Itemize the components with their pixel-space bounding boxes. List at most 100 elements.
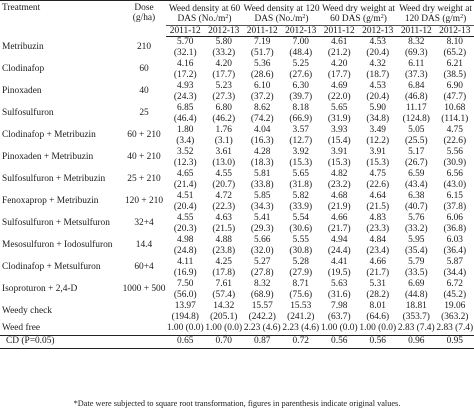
transformed-value-cell: 19.06 bbox=[444, 301, 466, 312]
cd-value-cell: 0.65 bbox=[166, 334, 205, 349]
treatment-cell: Isoproturon + 2,4-D bbox=[2, 284, 78, 295]
treatment-cell: Weedy check bbox=[2, 306, 52, 317]
transformed-value-cell: 4.94 bbox=[331, 235, 348, 246]
header-group-dryweight-120: Weed dry weight at 120 DAS (g/m2) bbox=[397, 0, 474, 26]
original-value-cell: (17.7) bbox=[327, 70, 351, 81]
cd-value-cell: 0.56 bbox=[320, 334, 359, 349]
transformed-value-cell: 8.10 bbox=[446, 37, 463, 48]
original-value-cell: (75.6) bbox=[289, 290, 313, 301]
table-row-original-values: (32.1) (33.2) (51.7) (48.4) (21.2) (20.4) (69.… bbox=[0, 49, 474, 60]
original-value-cell: (16.3) bbox=[250, 136, 274, 147]
transformed-value-cell: 7.50 bbox=[177, 279, 194, 290]
transformed-value-cell: 11.17 bbox=[405, 103, 427, 114]
original-value-cell: (21.5) bbox=[366, 202, 390, 213]
transformed-value-cell: 18.81 bbox=[405, 301, 427, 312]
original-value-cell: (32.0) bbox=[250, 246, 274, 257]
original-value-cell: (31.6) bbox=[327, 290, 351, 301]
original-value-cell: (65.2) bbox=[443, 48, 467, 59]
transformed-value-cell: 5.27 bbox=[254, 257, 271, 268]
transformed-value-cell: 4.28 bbox=[254, 147, 271, 158]
transformed-value-cell: 15.53 bbox=[290, 301, 312, 312]
dose-cell: 120 + 210 bbox=[124, 196, 164, 207]
original-value-cell: (17.2) bbox=[173, 70, 197, 81]
cd-value-cell: 0.95 bbox=[435, 334, 474, 349]
original-value-cell: (69.3) bbox=[404, 48, 428, 59]
original-value-cell: (18.3) bbox=[250, 158, 274, 169]
original-value-cell: (17.7) bbox=[212, 70, 236, 81]
original-value-cell: (20.3) bbox=[173, 224, 197, 235]
transformed-value-cell: 4.11 bbox=[177, 257, 194, 268]
original-value-cell: (46.4) bbox=[173, 114, 197, 125]
transformed-value-cell: 5.87 bbox=[446, 257, 463, 268]
cd-value-cell: 0.70 bbox=[204, 334, 243, 349]
original-value-cell: (34.8) bbox=[366, 114, 390, 125]
original-value-cell: (30.9) bbox=[443, 158, 467, 169]
transformed-value-cell: 4.69 bbox=[331, 81, 348, 92]
transformed-value-cell: 1.00 (0.0) bbox=[205, 323, 243, 334]
original-value-cell: (241.2) bbox=[287, 312, 315, 323]
transformed-value-cell: 15.57 bbox=[251, 301, 273, 312]
transformed-value-cell: 1.80 bbox=[177, 125, 194, 136]
treatment-cell: Pinoxaden bbox=[2, 86, 42, 97]
transformed-value-cell: 4.66 bbox=[331, 213, 348, 224]
transformed-value-cell: 5.54 bbox=[292, 213, 309, 224]
table-row: Sulfosulfuron + Metribuzin 25 + 210 4.65 4.… bbox=[0, 169, 474, 184]
transformed-value-cell: 4.65 bbox=[177, 169, 194, 180]
transformed-value-cell: 2.23 (4.6) bbox=[282, 323, 320, 334]
treatment-cell: Mesosulfuron + Iodosulfuron bbox=[2, 240, 113, 251]
transformed-value-cell: 8.32 bbox=[408, 37, 425, 48]
transformed-value-cell: 8.62 bbox=[254, 103, 271, 114]
table-row: Clodinafop + Metribuzin 60 + 210 1.80 1.76 4… bbox=[0, 125, 474, 140]
cd-value-cell: 0.87 bbox=[243, 334, 282, 349]
transformed-value-cell: 3.91 bbox=[369, 147, 386, 158]
header-year: 2011-12 bbox=[320, 25, 359, 37]
table-row: Isoproturon + 2,4-D 1000 + 500 7.50 7.61 8.3… bbox=[0, 279, 474, 294]
header-year: 2012-13 bbox=[435, 25, 474, 37]
cd-value-cell: 0.96 bbox=[397, 334, 436, 349]
table-row: Sulfosulfuron + Metsulfuron 32+4 4.55 4.63 5… bbox=[0, 213, 474, 228]
transformed-value-cell: 4.66 bbox=[369, 257, 386, 268]
transformed-value-cell: 6.85 bbox=[177, 103, 194, 114]
header-year: 2011-12 bbox=[397, 25, 436, 37]
table-row: Fenoxaprop + Metribuzin 120 + 210 4.51 4.72… bbox=[0, 191, 474, 206]
table-row: Weed free 1.00 (0.0) 1.00 (0.0) 2.23 (4.6) 2… bbox=[0, 323, 474, 335]
dose-cell: 40 bbox=[139, 86, 149, 97]
original-value-cell: (3.1) bbox=[214, 136, 233, 147]
original-value-cell: (66.9) bbox=[289, 114, 313, 125]
original-value-cell: (74.2) bbox=[250, 114, 274, 125]
original-value-cell: (44.8) bbox=[404, 290, 428, 301]
original-value-cell: (22.3) bbox=[212, 202, 236, 213]
original-value-cell: (21.5) bbox=[212, 224, 236, 235]
transformed-value-cell: 7.98 bbox=[331, 301, 348, 312]
original-value-cell: (19.5) bbox=[327, 268, 351, 279]
transformed-value-cell: 4.88 bbox=[215, 235, 232, 246]
table-row: Metribuzin 210 5.70 5.80 7.19 7.00 4.61 4.53 8.3… bbox=[0, 37, 474, 51]
table-row-original-values: (20.4) (22.3) (34.3) (33.9) (21.9) (21.5) (40.… bbox=[0, 203, 474, 214]
transformed-value-cell: 5.90 bbox=[369, 103, 386, 114]
table-footnote: *Date were subjected to square root tran… bbox=[73, 399, 401, 408]
original-value-cell: (27.6) bbox=[289, 70, 313, 81]
transformed-value-cell: 6.21 bbox=[446, 59, 463, 70]
header-year: 2012-13 bbox=[281, 25, 320, 37]
original-value-cell: (21.2) bbox=[327, 48, 351, 59]
original-value-cell: (27.3) bbox=[212, 92, 236, 103]
transformed-value-cell: 4.72 bbox=[215, 191, 232, 202]
transformed-value-cell: 1.00 (0.0) bbox=[166, 323, 204, 334]
treatment-cell: Metribuzin bbox=[2, 42, 44, 53]
original-value-cell: (22.0) bbox=[327, 92, 351, 103]
transformed-value-cell: 4.53 bbox=[369, 81, 386, 92]
transformed-value-cell: 5.82 bbox=[292, 191, 309, 202]
transformed-value-cell: 3.57 bbox=[292, 125, 309, 136]
dose-cell: 210 bbox=[136, 42, 152, 53]
transformed-value-cell: 5.05 bbox=[408, 125, 425, 136]
transformed-value-cell: 4.61 bbox=[331, 37, 348, 48]
transformed-value-cell: 7.61 bbox=[215, 279, 232, 290]
original-value-cell: (37.2) bbox=[250, 92, 274, 103]
original-value-cell: (31.8) bbox=[289, 180, 313, 191]
original-value-cell: (31.9) bbox=[327, 114, 351, 125]
table-row-original-values: (17.2) (17.7) (28.6) (27.6) (17.7) (18.7) (37.… bbox=[0, 71, 474, 82]
table-header: Treatment Dose (g/ha) Weed density at 60 D… bbox=[0, 0, 474, 37]
original-value-cell: (15.4) bbox=[327, 136, 351, 147]
table-body: Metribuzin 210 5.70 5.80 7.19 7.00 4.61 4.53 8.3… bbox=[0, 37, 474, 349]
table-row: Pinoxaden 40 4.93 5.23 6.10 6.30 4.69 4.53 6.84 6… bbox=[0, 81, 474, 96]
